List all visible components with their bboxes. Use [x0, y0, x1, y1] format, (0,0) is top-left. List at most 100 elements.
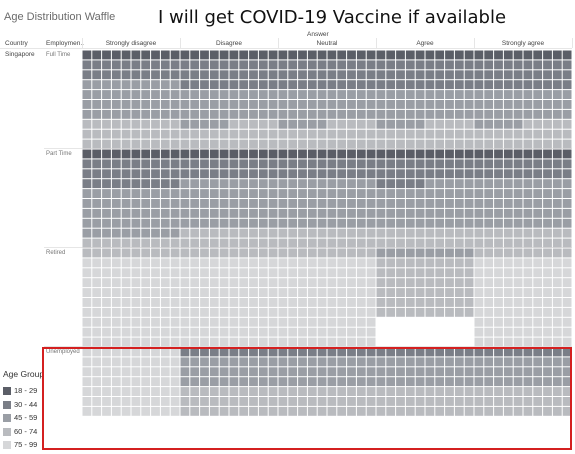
waffle-square — [268, 228, 278, 238]
waffle-square — [200, 218, 209, 228]
waffle-square — [151, 139, 160, 149]
waffle-square — [239, 100, 249, 109]
waffle-square — [268, 50, 278, 60]
waffle-square — [180, 169, 190, 179]
waffle-square — [503, 327, 513, 337]
waffle-square — [190, 159, 200, 169]
waffle-square — [102, 357, 111, 367]
waffle-square — [552, 317, 562, 327]
waffle-square — [513, 70, 523, 80]
waffle-square — [415, 288, 425, 297]
waffle-square — [82, 90, 92, 99]
waffle-square — [229, 397, 239, 406]
waffle-square — [562, 50, 572, 60]
waffle-square — [268, 367, 278, 377]
waffle-square — [170, 50, 180, 60]
waffle-square — [209, 80, 219, 90]
waffle-square — [337, 268, 347, 278]
waffle-square — [307, 179, 317, 189]
waffle-square — [131, 387, 141, 396]
waffle-square — [454, 179, 464, 189]
waffle-square — [376, 179, 386, 189]
waffle-square — [82, 357, 92, 367]
waffle-square — [111, 268, 121, 278]
legend-swatch — [3, 441, 11, 449]
waffle-square — [249, 208, 258, 218]
waffle-square — [219, 298, 229, 307]
waffle-square — [474, 149, 484, 159]
waffle-square — [160, 377, 170, 387]
waffle-square — [562, 159, 572, 169]
waffle-square — [160, 90, 170, 99]
waffle-square — [327, 139, 337, 149]
waffle-square — [288, 228, 298, 238]
waffle-square — [562, 317, 572, 327]
waffle-square — [258, 278, 268, 288]
waffle-square — [503, 397, 513, 406]
waffle-square — [209, 347, 219, 357]
waffle-square — [239, 317, 249, 327]
waffle-square — [543, 70, 552, 80]
waffle-square — [464, 169, 474, 179]
waffle-square — [445, 179, 454, 189]
waffle-square — [337, 179, 347, 189]
waffle-square — [543, 109, 552, 119]
waffle-square — [92, 327, 102, 337]
waffle-square — [268, 139, 278, 149]
waffle-square — [474, 70, 484, 80]
waffle-square — [131, 189, 141, 198]
waffle-square — [337, 60, 347, 70]
waffle-square — [347, 208, 356, 218]
waffle-square — [121, 139, 131, 149]
waffle-square — [278, 169, 288, 179]
waffle-square — [396, 80, 405, 90]
waffle-square — [288, 327, 298, 337]
waffle-square — [219, 139, 229, 149]
waffle-square — [347, 397, 356, 406]
waffle-square — [494, 218, 503, 228]
waffle-square — [141, 169, 151, 179]
waffle-square — [151, 327, 160, 337]
waffle-square — [376, 50, 386, 60]
waffle-square — [229, 149, 239, 159]
waffle-square — [405, 129, 415, 139]
waffle-square — [337, 406, 347, 416]
waffle-square — [523, 199, 533, 208]
waffle-square — [327, 317, 337, 327]
waffle-square — [268, 159, 278, 169]
waffle-square — [102, 278, 111, 288]
waffle-square — [523, 100, 533, 109]
waffle-square — [249, 90, 258, 99]
column-divider — [376, 38, 377, 48]
waffle-square — [307, 199, 317, 208]
waffle-square — [111, 179, 121, 189]
waffle-square — [180, 50, 190, 60]
legend-swatch — [3, 387, 11, 395]
waffle-square — [503, 387, 513, 396]
waffle-square — [219, 159, 229, 169]
waffle-square — [425, 119, 435, 129]
waffle-square — [533, 317, 543, 327]
waffle-square — [102, 70, 111, 80]
waffle-square — [317, 70, 327, 80]
waffle-square — [533, 307, 543, 317]
waffle-square — [445, 268, 454, 278]
waffle-square — [337, 129, 347, 139]
waffle-square — [435, 189, 445, 198]
waffle-square — [268, 100, 278, 109]
waffle-square — [219, 70, 229, 80]
waffle-square — [425, 139, 435, 149]
waffle-square — [562, 149, 572, 159]
waffle-square — [288, 179, 298, 189]
waffle-square — [298, 119, 307, 129]
waffle-square — [396, 50, 405, 60]
waffle-square — [288, 367, 298, 377]
waffle-square — [298, 100, 307, 109]
waffle-square — [200, 119, 209, 129]
waffle-square — [386, 357, 396, 367]
waffle-square — [562, 119, 572, 129]
waffle-square — [425, 387, 435, 396]
waffle-square — [278, 317, 288, 327]
waffle-square — [268, 397, 278, 406]
waffle-square — [278, 298, 288, 307]
